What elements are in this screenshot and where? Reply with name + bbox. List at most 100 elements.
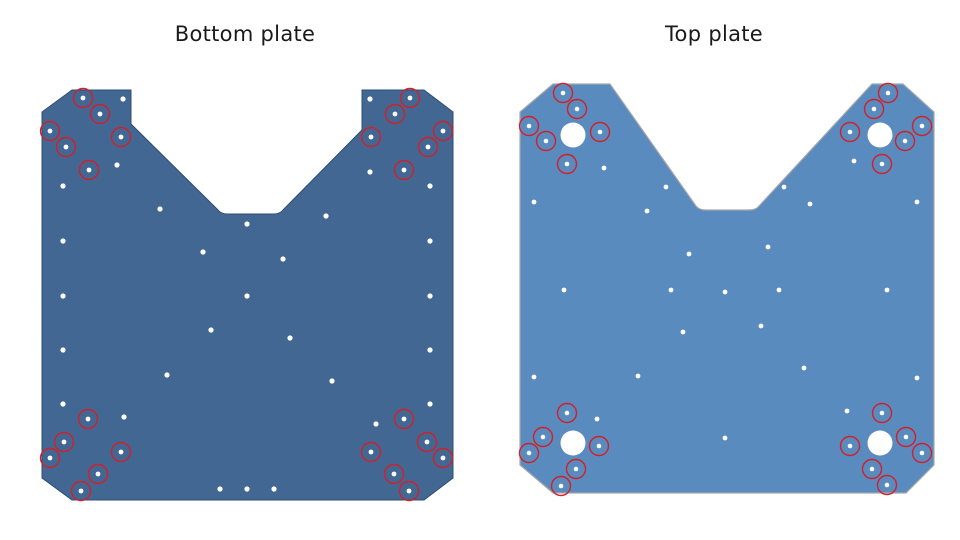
hole: [427, 347, 433, 353]
mounting-hole: [526, 123, 532, 129]
hole: [427, 238, 433, 244]
red-ring-marker: [360, 441, 382, 463]
red-ring-marker: [895, 426, 917, 448]
red-ring-marker: [566, 98, 588, 120]
hole: [635, 373, 641, 379]
hole: [373, 421, 379, 427]
mounting-hole: [879, 161, 885, 167]
hole: [644, 208, 650, 214]
mounting-hole: [919, 450, 925, 456]
red-ring-marker: [556, 402, 578, 424]
red-ring-marker: [556, 153, 578, 175]
red-ring-marker: [55, 136, 77, 158]
mounting-hole: [406, 488, 412, 494]
red-ring-marker: [383, 463, 405, 485]
red-ring-marker: [393, 159, 415, 181]
mounting-hole: [526, 450, 532, 456]
hole: [686, 251, 692, 257]
red-ring-marker: [839, 435, 861, 457]
bottom-plate: [39, 87, 454, 502]
mounting-hole: [95, 471, 101, 477]
mounting-hole: [86, 167, 92, 173]
mounting-hole: [560, 90, 566, 96]
red-ring-marker: [39, 447, 61, 469]
mounting-hole: [902, 138, 908, 144]
hole: [561, 287, 567, 293]
mounting-hole: [847, 443, 853, 449]
mounting-hole: [368, 449, 374, 455]
mounting-hole: [97, 111, 103, 117]
red-ring-marker: [78, 159, 100, 181]
red-ring-marker: [70, 480, 92, 502]
large-hole: [560, 430, 586, 456]
red-ring-marker: [911, 442, 933, 464]
mounting-hole: [425, 144, 431, 150]
red-ring-marker: [552, 82, 574, 104]
hole: [208, 327, 214, 333]
red-ring-marker: [110, 441, 132, 463]
mounting-hole: [869, 466, 875, 472]
mounting-hole: [61, 439, 67, 445]
mounting-hole: [879, 410, 885, 416]
red-ring-marker: [417, 136, 439, 158]
hole: [801, 365, 807, 371]
red-ring-marker: [432, 120, 454, 142]
mounting-hole: [401, 416, 407, 422]
red-ring-marker: [77, 408, 99, 430]
hole: [157, 206, 163, 212]
mounting-hole: [424, 439, 430, 445]
mounting-hole: [63, 144, 69, 150]
hole: [668, 287, 674, 293]
red-ring-marker: [399, 87, 421, 109]
hole: [427, 293, 433, 299]
mounting-hole: [85, 416, 91, 422]
red-ring-marker: [39, 120, 61, 142]
hole: [776, 287, 782, 293]
hole: [851, 158, 857, 164]
mounting-hole: [440, 128, 446, 134]
red-ring-marker: [518, 115, 540, 137]
bottom-plate-holes: [60, 96, 433, 492]
hole: [367, 169, 373, 175]
hole: [60, 183, 66, 189]
red-ring-marker: [532, 426, 554, 448]
red-ring-marker: [384, 103, 406, 125]
hole: [663, 184, 669, 190]
bottom-plate-markers: [39, 87, 454, 502]
mounting-hole: [885, 90, 891, 96]
red-ring-marker: [550, 475, 572, 497]
mounting-hole: [401, 167, 407, 173]
mounting-hole: [564, 410, 570, 416]
mounting-hole: [78, 488, 84, 494]
large-hole: [867, 122, 893, 148]
red-ring-marker: [565, 458, 587, 480]
red-ring-marker: [432, 447, 454, 469]
mounting-hole: [903, 434, 909, 440]
hole: [217, 486, 223, 492]
mounting-hole: [596, 443, 602, 449]
mounting-hole: [118, 134, 124, 140]
mounting-hole: [540, 434, 546, 440]
hole: [60, 293, 66, 299]
hole: [531, 374, 537, 380]
top-plate-outline: [519, 83, 935, 494]
red-ring-marker: [535, 130, 557, 152]
red-ring-marker: [894, 130, 916, 152]
top-plate: [518, 82, 935, 497]
red-ring-marker: [393, 408, 415, 430]
red-ring-marker: [53, 431, 75, 453]
hole: [329, 378, 335, 384]
hole: [758, 323, 764, 329]
large-hole: [560, 122, 586, 148]
hole: [271, 486, 277, 492]
hole: [844, 408, 850, 414]
red-ring-marker: [110, 126, 132, 148]
red-ring-marker: [839, 121, 861, 143]
hole: [914, 375, 920, 381]
mounting-hole: [391, 471, 397, 477]
hole: [280, 256, 286, 262]
mounting-hole: [847, 129, 853, 135]
mounting-hole: [919, 123, 925, 129]
mounting-hole: [558, 483, 564, 489]
